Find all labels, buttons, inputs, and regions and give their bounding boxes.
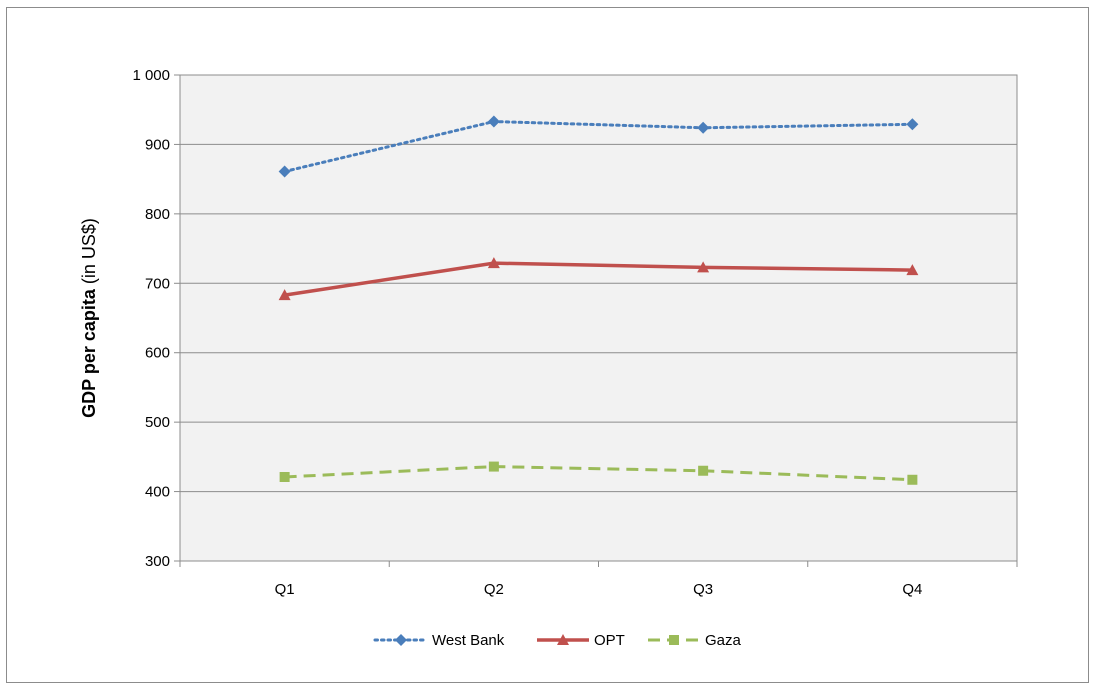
- plot-area: [179, 74, 1018, 562]
- series-west-bank: [278, 115, 919, 178]
- legend: West Bank OPT Gaza: [373, 632, 742, 649]
- y-axis: 300 400 500 600 700 800 900 1 000: [132, 67, 180, 570]
- legend-marker-opt: [557, 634, 569, 645]
- series-opt: [278, 257, 919, 301]
- data-point-gaza: [907, 474, 918, 485]
- x-axis: Q1 Q2 Q3 Q4: [179, 561, 1018, 598]
- y-axis-title-bold: GDP per capita: [79, 288, 99, 418]
- data-point-west-bank: [906, 118, 919, 131]
- legend-item-west-bank: West Bank: [373, 632, 505, 649]
- legend-label-gaza: Gaza: [705, 632, 742, 649]
- data-point-west-bank: [278, 165, 291, 178]
- series-line-west-bank: [283, 120, 914, 174]
- legend-marker-west-bank: [395, 634, 407, 646]
- data-point-opt: [487, 257, 500, 269]
- y-tick-label: 900: [145, 136, 170, 153]
- x-tick-label: Q1: [275, 581, 295, 598]
- y-tick-label: 500: [145, 414, 170, 431]
- y-tick-label: 800: [145, 206, 170, 223]
- series-lines: [278, 115, 919, 485]
- data-point-opt: [278, 289, 291, 301]
- y-tick-label: 1 000: [132, 67, 170, 84]
- x-tick-label: Q4: [902, 581, 922, 598]
- data-point-west-bank: [697, 121, 710, 134]
- data-point-gaza: [279, 471, 290, 482]
- y-tick-label: 600: [145, 345, 170, 362]
- data-point-opt: [697, 261, 710, 273]
- legend-label-west-bank: West Bank: [432, 632, 505, 649]
- x-tick-label: Q2: [484, 581, 504, 598]
- series-line-opt: [284, 261, 913, 297]
- x-tick-label: Q3: [693, 581, 713, 598]
- legend-label-opt: OPT: [594, 632, 625, 649]
- data-point-opt: [906, 264, 919, 276]
- data-point-gaza: [698, 465, 709, 476]
- y-tick-label: 700: [145, 275, 170, 292]
- data-point-west-bank: [487, 115, 500, 128]
- legend-item-opt: OPT: [537, 632, 625, 649]
- series-gaza: [279, 461, 918, 485]
- gridlines: [180, 74, 1017, 493]
- y-tick-label: 400: [145, 484, 170, 501]
- legend-marker-gaza: [669, 635, 679, 645]
- y-tick-label: 300: [145, 553, 170, 570]
- y-axis-title: GDP per capita (in US$): [79, 218, 99, 418]
- legend-item-gaza: Gaza: [648, 632, 742, 649]
- series-line-gaza: [284, 465, 913, 482]
- y-axis-title-unit: (in US$): [79, 218, 99, 289]
- data-point-gaza: [488, 461, 499, 472]
